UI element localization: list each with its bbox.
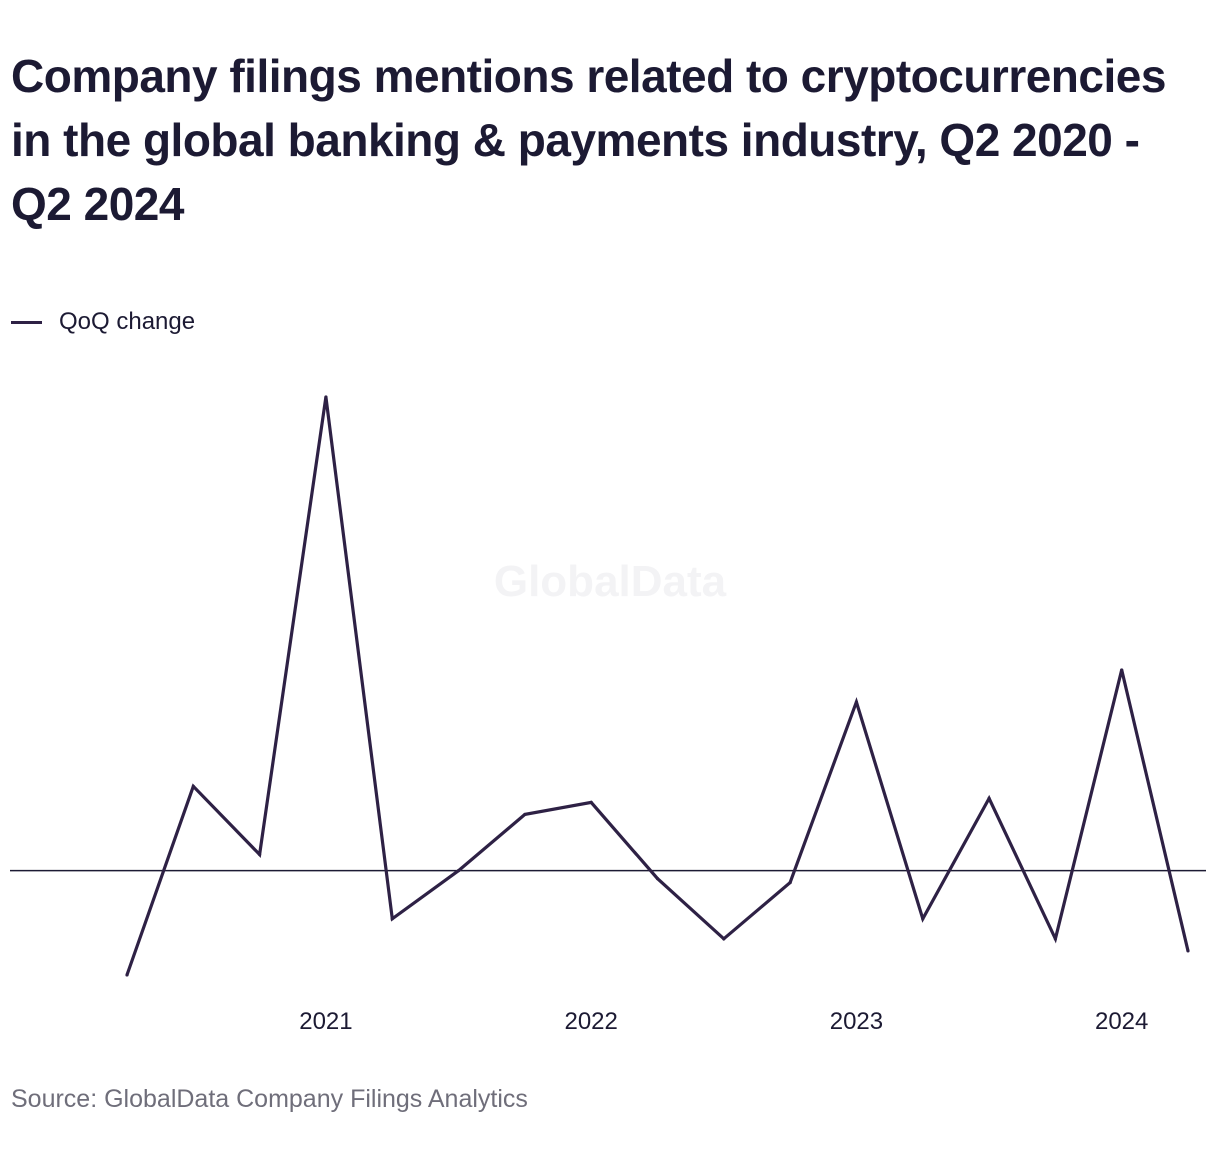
data-point (191, 784, 195, 788)
legend: QoQ change (11, 306, 195, 338)
data-point (324, 395, 328, 399)
data-point (456, 869, 461, 873)
x-tick-label: 2021 (299, 1008, 352, 1035)
source-note: Source: GlobalData Company Filings Analy… (11, 1085, 528, 1113)
data-point (854, 700, 859, 704)
series-line-qoq-change (125, 396, 1190, 976)
x-tick-label: 2022 (564, 1008, 617, 1035)
data-point (722, 937, 726, 941)
x-tick-label: 2023 (830, 1008, 883, 1035)
data-point (125, 973, 129, 977)
line-chart: GlobalData 2021 2022 2023 2024 (10, 395, 1206, 1035)
x-axis-tick-labels: 2021 2022 2023 2024 (299, 1008, 1148, 1035)
data-point (1186, 949, 1190, 953)
data-point (788, 881, 792, 885)
data-point (655, 877, 660, 881)
legend-label: QoQ change (59, 308, 196, 335)
data-point (987, 796, 991, 800)
data-point (258, 852, 262, 857)
legend-swatch (11, 320, 42, 324)
chart-title: Company filings mentions related to cryp… (11, 50, 1166, 230)
data-point (390, 917, 394, 921)
watermark: GlobalData (494, 557, 727, 606)
x-tick-label: 2024 (1095, 1008, 1148, 1035)
data-point (589, 800, 593, 804)
data-point (1120, 668, 1124, 672)
data-point (523, 812, 527, 817)
data-point (921, 917, 925, 921)
data-point (1053, 937, 1057, 941)
data-points (125, 395, 1190, 977)
